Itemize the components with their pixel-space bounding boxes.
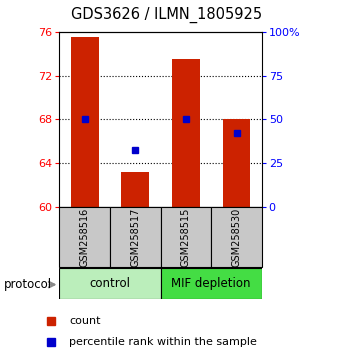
- Text: GSM258530: GSM258530: [232, 207, 241, 267]
- FancyBboxPatch shape: [211, 207, 262, 267]
- Text: GSM258516: GSM258516: [80, 207, 90, 267]
- Text: percentile rank within the sample: percentile rank within the sample: [69, 337, 257, 348]
- FancyBboxPatch shape: [161, 207, 211, 267]
- Bar: [121, 172, 149, 207]
- FancyBboxPatch shape: [161, 268, 262, 299]
- Text: control: control: [89, 277, 131, 290]
- Text: GSM258515: GSM258515: [181, 207, 191, 267]
- Bar: [172, 59, 200, 207]
- Bar: [223, 120, 251, 207]
- Text: count: count: [69, 316, 101, 326]
- Text: protocol: protocol: [3, 278, 52, 291]
- Text: MIF depletion: MIF depletion: [171, 277, 251, 290]
- FancyBboxPatch shape: [59, 268, 161, 299]
- Text: GDS3626 / ILMN_1805925: GDS3626 / ILMN_1805925: [71, 7, 262, 23]
- FancyBboxPatch shape: [110, 207, 161, 267]
- Text: GSM258517: GSM258517: [130, 207, 140, 267]
- FancyBboxPatch shape: [59, 207, 110, 267]
- Bar: [71, 37, 99, 207]
